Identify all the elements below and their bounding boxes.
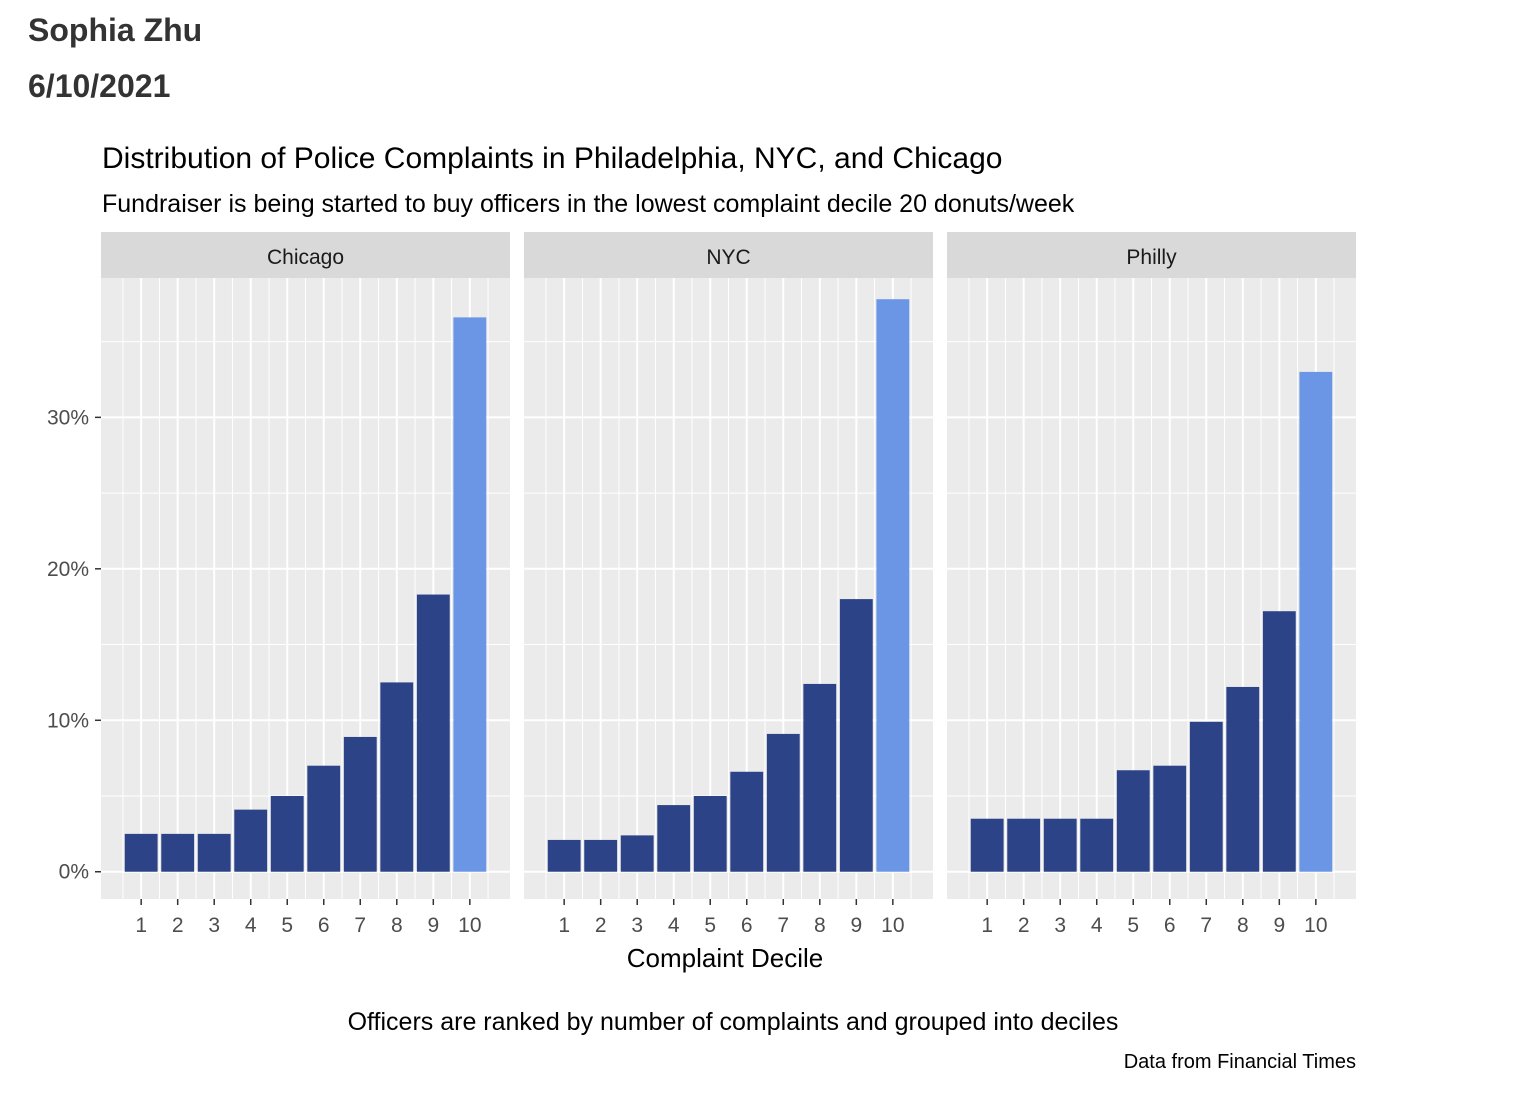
chart-title: Distribution of Police Complaints in Phi… (102, 142, 1002, 175)
x-tick-label: 1 (558, 914, 570, 937)
bar-nyc-decile-6 (730, 771, 764, 872)
x-tick-label: 7 (777, 914, 789, 937)
bar-chicago-decile-1 (124, 833, 158, 872)
bar-chicago-decile-5 (270, 796, 304, 872)
x-tick-label: 10 (1304, 914, 1327, 937)
caption-source: Data from Financial Times (1124, 1051, 1356, 1073)
facet-chicago: Chicago 1 2 3 4 5 6 7 8 9 10 (101, 232, 510, 937)
bar-nyc-decile-9 (839, 599, 873, 872)
x-tick-label: 1 (981, 914, 993, 937)
bar-chicago-decile-6 (307, 765, 341, 872)
bar-philly-decile-5 (1116, 770, 1150, 872)
bar-chicago-decile-8 (380, 682, 414, 872)
x-tick-label: 5 (281, 914, 293, 937)
x-tick-label: 8 (814, 914, 826, 937)
bar-nyc-decile-2 (584, 839, 618, 872)
bar-philly-decile-10 (1299, 371, 1333, 872)
y-axis: 0% 10% 20% 30% (47, 406, 101, 884)
facet-strip (101, 232, 510, 278)
x-tick-label: 3 (1054, 914, 1066, 937)
x-tick-label: 3 (631, 914, 643, 937)
bar-nyc-decile-5 (693, 796, 727, 872)
x-tick-label: 3 (208, 914, 220, 937)
x-tick-label: 10 (458, 914, 481, 937)
x-tick-label: 2 (1018, 914, 1030, 937)
bar-nyc-decile-10 (876, 299, 910, 872)
x-tick-label: 6 (318, 914, 330, 937)
facet-label: NYC (706, 246, 750, 269)
bar-philly-decile-7 (1189, 721, 1223, 872)
bar-nyc-decile-7 (766, 733, 800, 872)
x-tick-label: 9 (427, 914, 439, 937)
bar-chicago-decile-7 (343, 736, 377, 872)
y-tick-label: 20% (47, 558, 89, 581)
x-tick-label: 2 (172, 914, 184, 937)
x-tick-label: 6 (741, 914, 753, 937)
bar-philly-decile-1 (970, 818, 1004, 872)
bar-chicago-decile-9 (416, 594, 450, 872)
x-tick-label: 7 (354, 914, 366, 937)
bar-chicago-decile-10 (453, 317, 487, 872)
y-tick-label: 10% (47, 709, 89, 732)
facet-philly: Philly 1 2 3 4 5 6 7 8 9 10 (947, 232, 1356, 937)
bar-philly-decile-6 (1153, 765, 1187, 872)
x-tick-label: 2 (595, 914, 607, 937)
x-tick-label: 6 (1164, 914, 1176, 937)
x-tick-label: 4 (245, 914, 257, 937)
x-tick-label: 9 (1273, 914, 1285, 937)
bar-philly-decile-9 (1262, 611, 1296, 872)
x-tick-label: 8 (391, 914, 403, 937)
report-date: 6/10/2021 (28, 68, 171, 104)
facet-panels: Chicago 1 2 3 4 5 6 7 8 9 10 NYC 1 2 3 4 5 6 7 8 9 10 Philly 1 2… (101, 232, 1356, 937)
bar-nyc-decile-4 (657, 805, 691, 872)
x-tick-label: 4 (668, 914, 680, 937)
facet-strip (947, 232, 1356, 278)
bar-nyc-decile-8 (803, 683, 837, 872)
bar-nyc-decile-1 (547, 839, 581, 872)
x-tick-label: 10 (881, 914, 904, 937)
facet-label: Philly (1126, 246, 1177, 269)
bar-nyc-decile-3 (620, 835, 654, 872)
x-tick-label: 1 (135, 914, 147, 937)
x-tick-label: 5 (704, 914, 716, 937)
facet-nyc: NYC 1 2 3 4 5 6 7 8 9 10 (524, 232, 933, 937)
bar-chicago-decile-2 (161, 833, 195, 872)
chart-subtitle: Fundraiser is being started to buy offic… (102, 190, 1075, 218)
y-tick-label: 0% (59, 861, 89, 884)
bar-philly-decile-8 (1226, 686, 1260, 872)
x-axis-title: Complaint Decile (627, 943, 824, 973)
x-tick-label: 4 (1091, 914, 1103, 937)
x-tick-label: 8 (1237, 914, 1249, 937)
bar-chicago-decile-3 (197, 833, 231, 872)
facet-label: Chicago (267, 246, 344, 269)
x-tick-label: 5 (1127, 914, 1139, 937)
y-tick-label: 30% (47, 406, 89, 429)
bar-philly-decile-2 (1007, 818, 1041, 872)
caption-main: Officers are ranked by number of complai… (348, 1008, 1119, 1036)
bar-philly-decile-4 (1080, 818, 1114, 872)
x-tick-label: 9 (850, 914, 862, 937)
x-tick-label: 7 (1200, 914, 1212, 937)
facet-strip (524, 232, 933, 278)
author-name: Sophia Zhu (28, 12, 203, 48)
bar-philly-decile-3 (1043, 818, 1077, 872)
bar-chicago-decile-4 (234, 809, 268, 872)
